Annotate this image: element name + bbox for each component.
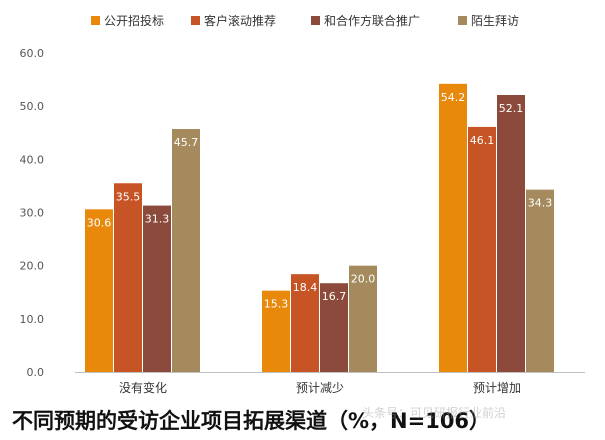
bar (291, 274, 319, 372)
x-category-label: 预计增加 (473, 381, 521, 395)
legend-swatch (458, 16, 467, 25)
legend-swatch (91, 16, 100, 25)
legend-label: 客户滚动推荐 (204, 13, 276, 28)
data-label: 31.3 (145, 213, 170, 226)
data-label: 20.0 (351, 273, 376, 286)
bar (468, 126, 496, 372)
bar (439, 83, 467, 372)
data-label: 15.3 (264, 298, 289, 311)
y-tick-label: 20.0 (20, 260, 45, 273)
data-label: 35.5 (116, 190, 141, 203)
bar (262, 290, 290, 372)
y-tick-label: 40.0 (20, 153, 45, 166)
bar-chart: 公开招投标 客户滚动推荐 和合作方联合推广 陌生拜访 0.0 10.0 20.0 30.0 40… (20, 13, 585, 395)
bar (320, 283, 348, 372)
data-label: 16.7 (322, 290, 347, 303)
bar (143, 205, 171, 372)
data-label: 34.3 (528, 197, 553, 210)
y-tick-label: 30.0 (20, 207, 45, 220)
y-tick-label: 0.0 (27, 366, 45, 379)
data-label: 30.6 (87, 216, 112, 229)
y-tick-label: 10.0 (20, 313, 45, 326)
data-label: 18.4 (293, 281, 318, 294)
bar (526, 189, 554, 372)
x-category-label: 没有变化 (119, 380, 167, 395)
data-label: 45.7 (174, 136, 199, 149)
bar (497, 95, 525, 373)
data-label: 52.1 (499, 102, 524, 115)
bar (172, 129, 200, 372)
data-label: 46.1 (470, 134, 495, 147)
caption-text: 不同预期的受访企业项目拓展渠道（%，N=106） (12, 409, 491, 433)
legend-swatch (311, 16, 320, 25)
bar (114, 183, 142, 372)
watermark-text: 头条号：可见研报行业前沿 (362, 406, 507, 420)
legend-label: 和合作方联合推广 (324, 13, 420, 28)
y-tick-label: 60.0 (20, 47, 45, 60)
legend-label: 陌生拜访 (471, 14, 519, 28)
x-category-label: 预计减少 (296, 381, 344, 395)
legend-label: 公开招投标 (104, 13, 164, 28)
data-label: 54.2 (441, 91, 466, 104)
y-tick-label: 50.0 (20, 100, 45, 113)
bar (85, 209, 113, 372)
bar (349, 265, 377, 372)
chart-caption: 不同预期的受访企业项目拓展渠道（%，N=106） (0, 402, 605, 434)
legend-swatch (191, 16, 200, 25)
